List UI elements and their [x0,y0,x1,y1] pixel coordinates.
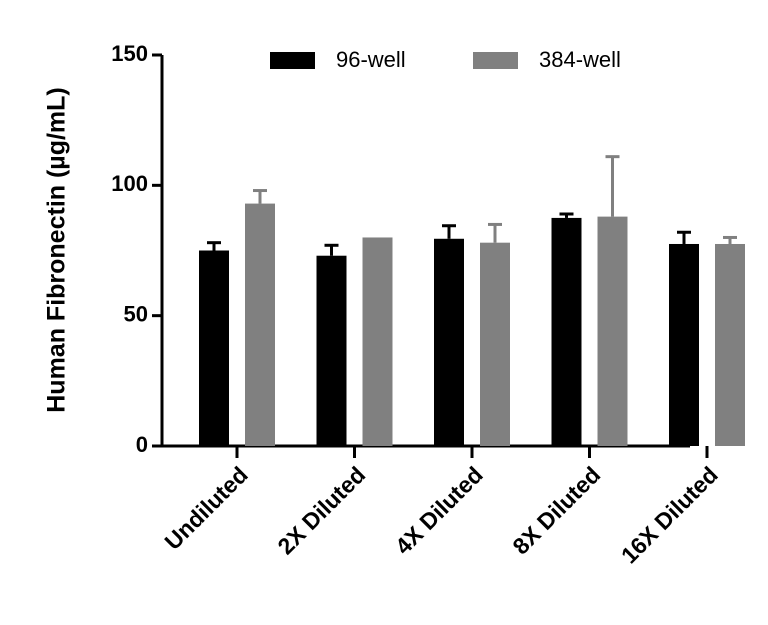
x-tick-label: 2X Diluted [272,461,370,559]
y-tick-label: 0 [136,432,148,457]
y-axis-label-group: Human Fibronectin (µg/mL) [43,87,71,413]
y-axis: 0 50 100 150 [111,41,164,457]
x-tick-label: 16X Diluted [616,461,723,568]
bar-384-well-8x-diluted [597,216,628,446]
bar-96-well-undiluted [199,250,229,446]
legend-swatch-384-well [473,52,518,69]
bar-96-well-2x-diluted [316,255,347,446]
bar-96-well-8x-diluted [551,217,582,446]
legend-swatch-96-well [270,52,315,69]
legend: 96-well 384-well [270,47,621,72]
bar-384-well-4x-diluted [480,242,510,446]
bar-96-well-4x-diluted [434,238,464,446]
y-tick-label: 100 [111,171,148,196]
legend-label-384-well: 384-well [539,47,621,72]
y-tick-label: 150 [111,41,148,66]
bar-384-well-undiluted [245,203,275,446]
bar-384-well-2x-diluted [362,237,393,446]
bar-96-well-16x-diluted [669,243,699,446]
x-tick-label: 8X Diluted [507,461,605,559]
bars [199,155,745,446]
bar-384-well-16x-diluted [715,243,745,446]
legend-label-96-well: 96-well [336,47,406,72]
x-tick-label: Undiluted [159,461,252,554]
y-tick-label: 50 [124,301,148,326]
x-tick-label: 4X Diluted [390,461,488,559]
y-axis-label: Human Fibronectin (µg/mL) [43,87,71,413]
x-axis: Undiluted 2X Diluted 4X Diluted 8X Diluted 1… [159,444,723,568]
